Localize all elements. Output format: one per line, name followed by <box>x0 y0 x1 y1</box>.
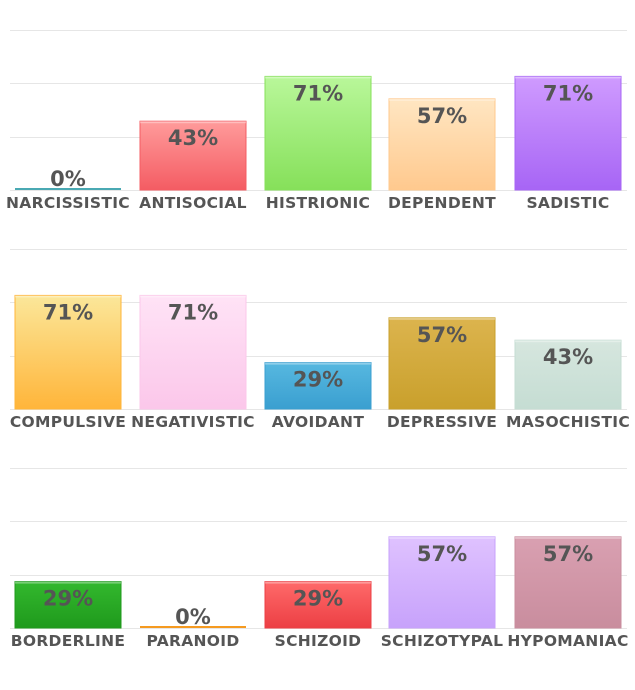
category-label: SCHIZOID <box>275 632 362 650</box>
bar-value-label: 71% <box>293 81 343 105</box>
bar-value-label: 71% <box>168 300 218 324</box>
bar-highlight <box>140 295 246 298</box>
category-label: PARANOID <box>146 632 239 650</box>
bar-highlight <box>389 536 495 539</box>
bar-highlight <box>265 76 371 79</box>
bar-histrionic <box>264 75 372 191</box>
category-label: ANTISOCIAL <box>139 194 247 212</box>
bar-highlight <box>389 98 495 101</box>
bar-schizoid <box>264 581 372 629</box>
bar-highlight <box>15 581 121 584</box>
bar-value-label: 57% <box>417 323 467 347</box>
bar-value-label: 43% <box>543 345 593 369</box>
bar-value-label: 71% <box>543 81 593 105</box>
bar-highlight <box>515 340 621 343</box>
bar-value-label: 71% <box>43 300 93 324</box>
bar-value-label: 29% <box>293 368 343 392</box>
bar-value-label: 57% <box>417 542 467 566</box>
bar-value-label: 0% <box>50 167 86 191</box>
bar-depressive <box>388 317 496 410</box>
bar-antisocial <box>139 120 247 191</box>
bar-schizotypal <box>388 536 496 629</box>
bar-borderline <box>14 581 122 629</box>
category-label: HISTRIONIC <box>266 194 370 212</box>
chart-panel-2: 71% COMPULSIVE 71% NEGATIVISTIC 29% AVOIDANT 5… <box>10 249 630 431</box>
category-label: MASOCHISTIC <box>506 413 630 431</box>
category-label: NEGATIVISTIC <box>131 413 255 431</box>
category-label: BORDERLINE <box>11 632 126 650</box>
category-label: DEPRESSIVE <box>387 413 497 431</box>
chart-panel-3: 29% BORDERLINE 0% PARANOID 29% SCHIZOID 57% SCH… <box>10 468 628 650</box>
bar-paranoid <box>140 626 246 628</box>
bar-value-label: 57% <box>417 104 467 128</box>
bar-highlight <box>515 536 621 539</box>
bar-highlight <box>265 362 371 365</box>
bar-value-label: 57% <box>543 542 593 566</box>
chart-panel-1: 0% NARCISSISTIC 43% ANTISOCIAL 71% HISTRIONIC… <box>6 30 627 212</box>
bar-dependent <box>388 98 496 191</box>
bar-highlight <box>265 581 371 584</box>
bar-avoidant <box>264 362 372 410</box>
bar-value-label: 29% <box>293 587 343 611</box>
category-label: HYPOMANIAC <box>507 632 628 650</box>
bar-highlight <box>140 121 246 124</box>
bar-sadistic <box>514 75 622 191</box>
bar-value-label: 29% <box>43 587 93 611</box>
bar-highlight <box>389 317 495 320</box>
category-label: AVOIDANT <box>272 413 365 431</box>
category-label: SCHIZOTYPAL <box>381 632 504 650</box>
category-label: SADISTIC <box>526 194 609 212</box>
bar-masochistic <box>514 339 622 410</box>
category-label: DEPENDENT <box>388 194 496 212</box>
category-label: COMPULSIVE <box>10 413 126 431</box>
bar-value-label: 0% <box>175 605 211 629</box>
bar-negativistic <box>139 294 247 410</box>
bar-value-label: 43% <box>168 126 218 150</box>
bar-narcissistic <box>15 188 121 190</box>
bar-hypomaniac <box>514 536 622 629</box>
category-label: NARCISSISTIC <box>6 194 130 212</box>
bar-highlight <box>15 295 121 298</box>
bar-highlight <box>515 76 621 79</box>
bar-compulsive <box>14 294 122 410</box>
